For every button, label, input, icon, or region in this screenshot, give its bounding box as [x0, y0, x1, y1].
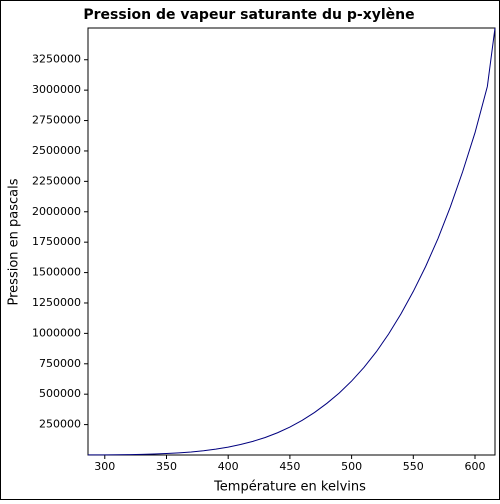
y-tick-label: 2250000 — [32, 174, 81, 187]
y-tick-label: 3000000 — [32, 83, 81, 96]
y-tick-label: 1750000 — [32, 235, 81, 248]
x-tick-label: 600 — [465, 460, 486, 473]
x-tick-label: 350 — [156, 460, 177, 473]
x-axis-label: Température en kelvins — [213, 480, 366, 495]
y-tick-label: 500000 — [39, 387, 81, 400]
y-axis-label: Pression en pascals — [7, 178, 22, 305]
y-tick-label: 1000000 — [32, 326, 81, 339]
y-tick-label: 2000000 — [32, 205, 81, 218]
y-tick-label: 2500000 — [32, 144, 81, 157]
y-tick-label: 1500000 — [32, 266, 81, 279]
chart-title: Pression de vapeur saturante du p-xylène — [83, 7, 414, 23]
x-tick-label: 300 — [94, 460, 115, 473]
y-tick-label: 3250000 — [32, 53, 81, 66]
y-tick-label: 2750000 — [32, 114, 81, 127]
x-tick-label: 450 — [279, 460, 300, 473]
y-tick-label: 1250000 — [32, 296, 81, 309]
data-line — [87, 27, 496, 456]
x-tick-label: 550 — [403, 460, 424, 473]
plot-frame — [87, 27, 496, 456]
y-tick-label: 750000 — [39, 357, 81, 370]
x-tick-label: 500 — [341, 460, 362, 473]
y-tick-label: 250000 — [39, 418, 81, 431]
x-tick-label: 400 — [218, 460, 239, 473]
